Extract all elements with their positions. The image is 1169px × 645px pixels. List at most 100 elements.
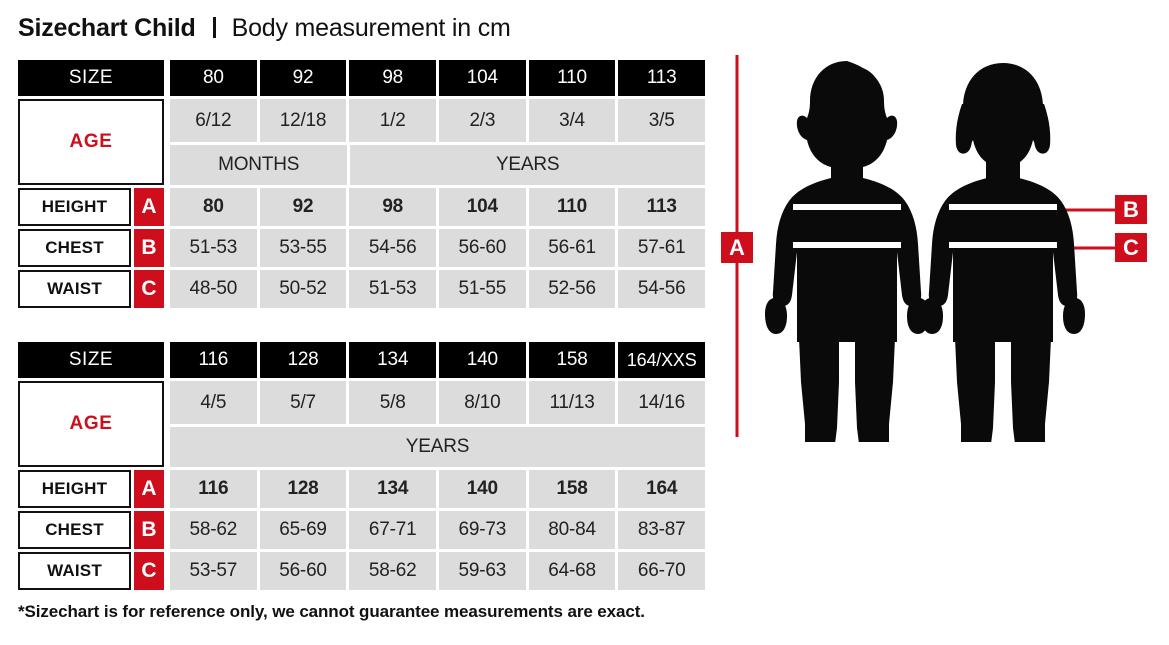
height-cell: 113 [618, 188, 706, 226]
size-cell: 104 [439, 60, 526, 96]
measurement-figure-panel: A B C [715, 52, 1169, 442]
height-label-group: HEIGHT A [18, 188, 164, 226]
chest-cell: 57-61 [618, 229, 706, 267]
title-main: Sizechart Child [18, 14, 196, 42]
size-cell: 158 [528, 342, 616, 378]
age-cell: 2/3 [439, 99, 526, 142]
chest-cell: 56-60 [439, 229, 526, 267]
chest-cell: 83-87 [618, 511, 706, 549]
age-cell: 3/5 [618, 99, 706, 142]
height-cell: 104 [439, 188, 526, 226]
waist-label: WAIST [18, 270, 131, 308]
height-cell: 134 [349, 470, 437, 508]
waist-cell: 54-56 [618, 270, 706, 308]
table-row-chest: CHEST B 51-53 53-55 54-56 56-60 56-61 57… [18, 229, 706, 267]
height-cell: 164 [618, 470, 706, 508]
age-cell: 5/7 [259, 381, 347, 424]
sizechart-table-small: SIZE 80 92 98 104 110 113 AGE 6/12 12/ [18, 60, 706, 308]
waist-cell: 48-50 [170, 270, 257, 308]
height-cell: 92 [259, 188, 347, 226]
badge-a: A [134, 470, 164, 508]
age-cell: 3/4 [528, 99, 616, 142]
age-cells: 4/5 5/7 5/8 8/10 11/13 14/16 [170, 381, 706, 424]
height-cell: 80 [170, 188, 257, 226]
age-cell: 5/8 [349, 381, 437, 424]
size-cells: 80 92 98 104 110 113 [170, 60, 706, 96]
waist-cell: 59-63 [439, 552, 526, 590]
age-unit-cell: MONTHS [170, 145, 348, 185]
age-unit-cells: MONTHS YEARS [170, 145, 705, 185]
size-cell: 98 [349, 60, 437, 96]
height-cell: 158 [528, 470, 616, 508]
size-cell: 116 [170, 342, 257, 378]
badge-c: C [134, 270, 164, 308]
size-cell: 164/XXS [618, 342, 706, 378]
age-unit-cell: YEARS [170, 427, 705, 467]
waist-cell: 51-55 [439, 270, 526, 308]
age-label: AGE [18, 99, 164, 185]
height-label: HEIGHT [18, 188, 131, 226]
table-row-age: AGE 6/12 12/18 1/2 2/3 3/4 3/5 [18, 99, 706, 185]
chest-cell: 69-73 [439, 511, 526, 549]
child-silhouettes-diagram [735, 55, 1117, 442]
chest-cell: 56-61 [528, 229, 616, 267]
height-cells: 116 128 134 140 158 164 [170, 470, 706, 508]
waist-label-group: WAIST C [18, 270, 164, 308]
sizechart-table-large: SIZE 116 128 134 140 158 164/XXS AGE 4/5 [18, 342, 706, 590]
waist-label: WAIST [18, 552, 131, 590]
age-units-row: YEARS [170, 427, 705, 467]
waist-cell: 64-68 [528, 552, 616, 590]
waist-cells: 48-50 50-52 51-53 51-55 52-56 54-56 [170, 270, 706, 308]
size-cell: 80 [170, 60, 257, 96]
size-cell: 140 [439, 342, 526, 378]
age-label: AGE [18, 381, 164, 467]
age-unit-cell: YEARS [350, 145, 705, 185]
age-cell: 8/10 [439, 381, 526, 424]
age-values-stack: 4/5 5/7 5/8 8/10 11/13 14/16 YEARS [170, 381, 706, 467]
chest-cells: 51-53 53-55 54-56 56-60 56-61 57-61 [170, 229, 706, 267]
size-cell: 113 [618, 60, 706, 96]
page-title: Sizechart Child Body measurement in cm [18, 14, 511, 43]
chest-label-group: CHEST B [18, 511, 164, 549]
waist-cells: 53-57 56-60 58-62 59-63 64-68 66-70 [170, 552, 706, 590]
table-row-height: HEIGHT A 80 92 98 104 110 113 [18, 188, 706, 226]
size-cell: 92 [259, 60, 347, 96]
table-row-size-header: SIZE 80 92 98 104 110 113 [18, 60, 706, 96]
age-cell: 14/16 [618, 381, 706, 424]
age-cell: 12/18 [259, 99, 347, 142]
height-cell: 110 [528, 188, 616, 226]
title-separator-icon [212, 17, 216, 38]
age-cell: 1/2 [349, 99, 437, 142]
size-label: SIZE [18, 342, 164, 378]
badge-a: A [134, 188, 164, 226]
chest-cell: 80-84 [528, 511, 616, 549]
chest-label: CHEST [18, 511, 131, 549]
age-unit-cells: YEARS [170, 427, 705, 467]
girl-chest-band [949, 204, 1057, 210]
chest-cell: 65-69 [259, 511, 347, 549]
boy-waist-band [793, 242, 901, 248]
age-values-row: 6/12 12/18 1/2 2/3 3/4 3/5 [170, 99, 706, 142]
waist-cell: 58-62 [349, 552, 437, 590]
age-cells: 6/12 12/18 1/2 2/3 3/4 3/5 [170, 99, 706, 142]
table-body: SIZE 80 92 98 104 110 113 AGE 6/12 12/ [18, 60, 706, 308]
waist-cell: 56-60 [259, 552, 347, 590]
waist-cell: 53-57 [170, 552, 257, 590]
age-cell: 11/13 [528, 381, 616, 424]
waist-cell: 51-53 [349, 270, 437, 308]
table-body: SIZE 116 128 134 140 158 164/XXS AGE 4/5 [18, 342, 706, 590]
figure-marker-b: B [1115, 195, 1147, 224]
badge-b: B [134, 229, 164, 267]
table-row-height: HEIGHT A 116 128 134 140 158 164 [18, 470, 706, 508]
table-row-size-header: SIZE 116 128 134 140 158 164/XXS [18, 342, 706, 378]
age-values-row: 4/5 5/7 5/8 8/10 11/13 14/16 [170, 381, 706, 424]
footnote-disclaimer: *Sizechart is for reference only, we can… [18, 602, 645, 621]
age-cell: 4/5 [170, 381, 257, 424]
badge-c: C [134, 552, 164, 590]
height-label: HEIGHT [18, 470, 131, 508]
waist-cell: 66-70 [618, 552, 706, 590]
chest-label: CHEST [18, 229, 131, 267]
size-label: SIZE [18, 60, 164, 96]
chest-cell: 53-55 [259, 229, 347, 267]
